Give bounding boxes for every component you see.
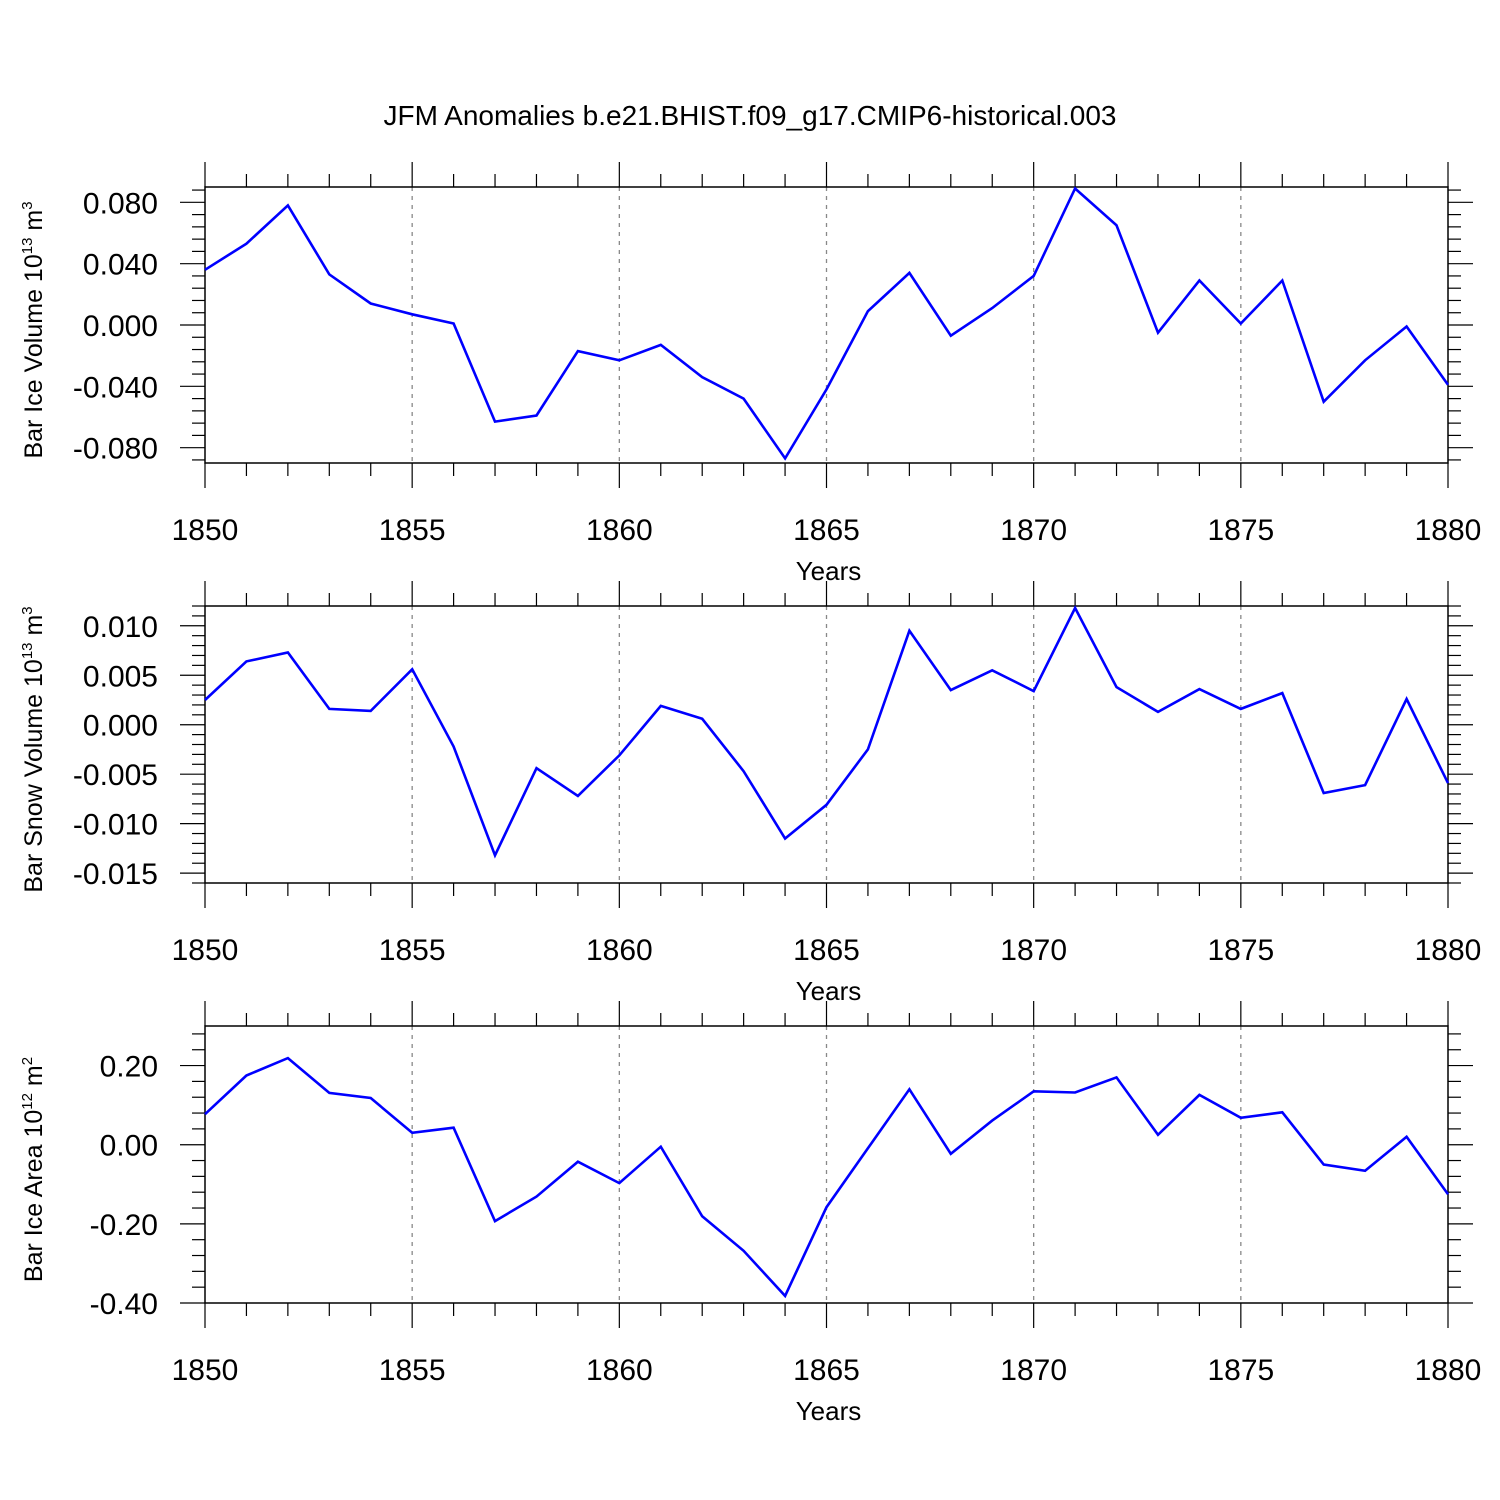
series-line-snow-volume	[204, 605, 1450, 859]
x-tick-label: 1870	[1000, 1354, 1067, 1387]
y-tick-label: -0.40	[90, 1288, 158, 1321]
x-tick-label: 1880	[1415, 934, 1482, 967]
x-axis-label: Years	[796, 556, 862, 586]
y-axis-label-exponent: 12	[19, 1093, 36, 1110]
y-axis-label-unit-exponent: 3	[19, 606, 36, 614]
series-line-ice-volume	[204, 186, 1450, 461]
x-tick-label: 1860	[586, 514, 653, 547]
y-tick-label: 0.20	[100, 1051, 158, 1084]
y-axis-label-text: Bar Ice Volume 10	[20, 254, 48, 458]
x-tick-label: 1880	[1415, 514, 1482, 547]
y-axis-label: Bar Snow Volume 1013 m3	[19, 606, 48, 892]
series-line-ice-area	[204, 1056, 1450, 1299]
y-tick-label: 0.005	[83, 660, 158, 693]
x-tick-label: 1865	[793, 1354, 860, 1387]
x-tick-label: 1870	[1000, 514, 1067, 547]
x-tick-label: 1850	[172, 1354, 239, 1387]
x-tick-label: 1865	[793, 514, 860, 547]
y-tick-label: 0.000	[83, 310, 158, 343]
x-tick-label: 1875	[1207, 1354, 1274, 1387]
y-tick-label: -0.080	[73, 433, 158, 466]
y-axis-label: Bar Ice Area 1012 m2	[19, 1057, 48, 1282]
y-axis-label-unit: m	[20, 615, 48, 643]
y-axis-label-unit: m	[20, 1065, 48, 1093]
x-tick-label: 1875	[1207, 514, 1274, 547]
y-tick-label: 0.010	[83, 611, 158, 644]
x-tick-label: 1850	[172, 514, 239, 547]
y-axis-label-text: Bar Ice Area 10	[20, 1110, 48, 1282]
x-axis-label: Years	[796, 1396, 862, 1426]
x-tick-label: 1855	[379, 514, 446, 547]
y-tick-label: -0.20	[90, 1209, 158, 1242]
y-tick-label: 0.040	[83, 249, 158, 282]
y-tick-label: -0.015	[73, 858, 158, 891]
y-axis-label-unit-exponent: 3	[19, 201, 36, 209]
panel-snow-volume: 1850 1855 1860 1865 1870 1875 1880 -0.015 -0.010…	[19, 581, 1481, 1006]
y-tick-label: -0.040	[73, 371, 158, 404]
x-tick-label: 1870	[1000, 934, 1067, 967]
figure-title: JFM Anomalies b.e21.BHIST.f09_g17.CMIP6-…	[383, 100, 1116, 131]
x-tick-label: 1850	[172, 934, 239, 967]
y-axis-label: Bar Ice Volume 1013 m3	[19, 201, 48, 458]
x-axis-label: Years	[796, 976, 862, 1006]
panel-ice-area: 1850 1855 1860 1865 1870 1875 1880 -0.40 -0.20 0.…	[19, 1001, 1481, 1426]
y-axis-label-unit: m	[20, 210, 48, 238]
x-tick-label: 1855	[379, 1354, 446, 1387]
x-tick-label: 1880	[1415, 1354, 1482, 1387]
panel-ice-volume: 1850 1855 1860 1865 1870 1875 1880 -0.080 -0.040…	[19, 162, 1481, 586]
y-tick-label: -0.010	[73, 809, 158, 842]
y-tick-label: -0.005	[73, 759, 158, 792]
x-tick-label: 1875	[1207, 934, 1274, 967]
x-tick-label: 1860	[586, 934, 653, 967]
y-axis-label-unit-exponent: 2	[19, 1057, 36, 1065]
y-axis-label-text: Bar Snow Volume 10	[20, 659, 48, 892]
y-axis-label-exponent: 13	[19, 642, 36, 659]
y-tick-label: 0.000	[83, 710, 158, 743]
y-axis-label-exponent: 13	[19, 238, 36, 255]
x-tick-label: 1860	[586, 1354, 653, 1387]
x-tick-label: 1865	[793, 934, 860, 967]
x-tick-label: 1855	[379, 934, 446, 967]
y-tick-label: 0.080	[83, 187, 158, 220]
y-tick-label: 0.00	[100, 1130, 158, 1163]
